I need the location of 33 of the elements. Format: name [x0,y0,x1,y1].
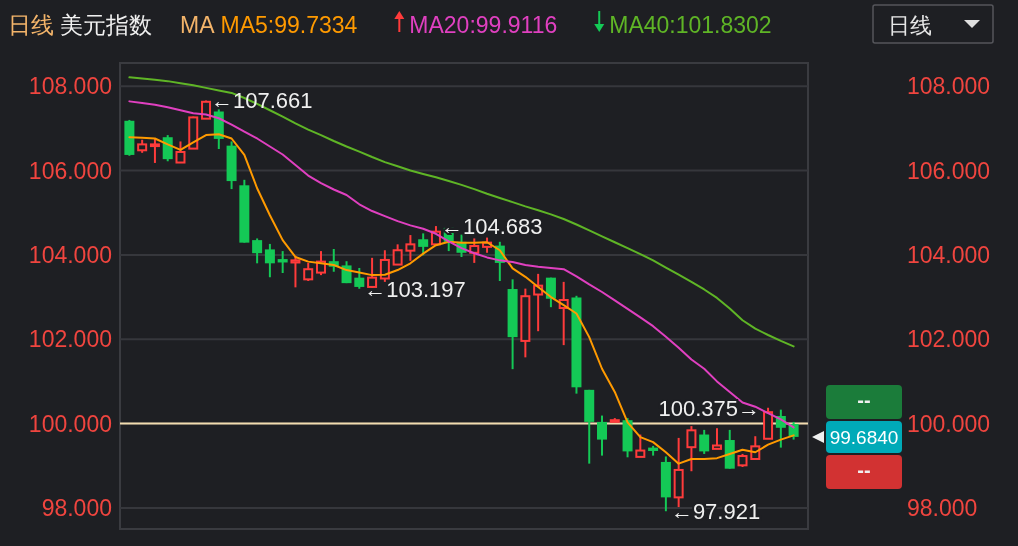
candlestick [162,134,173,163]
y2-tick-label: 108.000 [907,73,991,100]
candlestick [354,266,365,290]
text: 99.6840 [829,426,899,448]
chart-title: 美元指数 [60,12,152,38]
y2-tick-label: 104.000 [907,241,991,268]
y-tick-label: 106.000 [28,157,112,184]
candlestick [699,428,710,455]
y-tick-label: 100.000 [28,410,112,437]
y2-tick-label: 102.000 [907,326,991,353]
text: -- [857,458,871,481]
text: MA20:99.9116 [409,12,558,38]
annotation: ←104.683 [440,214,543,240]
candlestick [264,242,275,279]
text: -- [857,388,871,411]
y-tick-label: 98.000 [41,494,112,521]
y-tick-label: 108.000 [28,73,112,100]
y-tick-label: 102.000 [28,326,112,353]
line-series [128,76,795,348]
chart-subtitle: 日线 [8,12,54,38]
annotation: ←103.197 [364,276,466,302]
candlestick [252,237,263,265]
annotation: ←97.921 [670,499,761,525]
y2-tick-label: 98.000 [907,494,978,521]
text: MA40:101.8302 [609,12,772,38]
text: 日线 [888,13,932,38]
legend-title: MA [180,12,216,38]
text: MA5:99.7334 [220,12,358,38]
y2-tick-label: 100.000 [907,410,991,437]
annotation: 100.375→ [658,395,761,421]
candlestick [597,414,608,457]
y-tick-label: 104.000 [28,241,112,268]
y2-tick-label: 106.000 [907,157,991,184]
